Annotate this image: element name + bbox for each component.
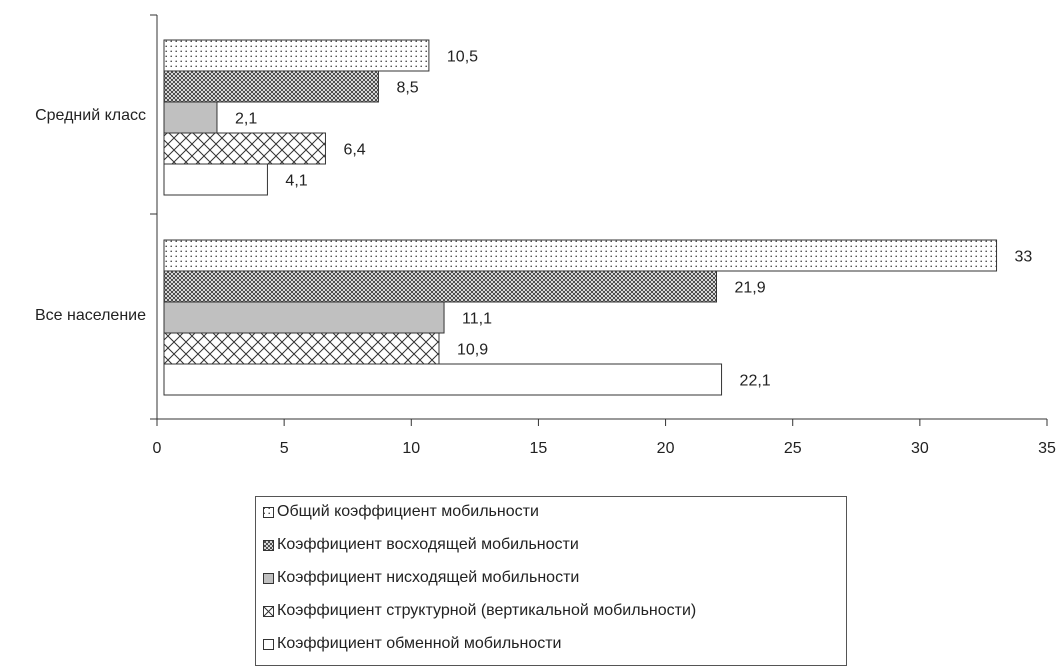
bar: [163, 39, 430, 72]
bar-value-label: 22,1: [740, 373, 771, 390]
bar-value-label: 10,5: [447, 49, 478, 66]
bar: [163, 270, 718, 303]
x-tick-label: 5: [280, 440, 289, 457]
category-label-middle-class: Средний класс: [35, 106, 146, 124]
bar: [163, 163, 268, 196]
bar-chart: 10,5 8,5 2,1 6,4 4,1 33 21,9 11,1 10,9 22,1 0 5 10 1…: [150, 14, 1056, 457]
x-tick-label: 30: [911, 440, 929, 457]
bar-value-label: 6,4: [343, 142, 365, 159]
x-tick-label: 10: [402, 440, 420, 457]
category-label-all-population: Все население: [34, 306, 146, 324]
legend-label: Коэффициент обменной мобильности: [277, 635, 562, 652]
legend-item-exchange: Коэффициент обменной мобильности: [263, 634, 562, 654]
x-tick-label: 0: [153, 440, 162, 457]
legend-swatch-white: [263, 638, 274, 650]
bar: [163, 363, 723, 396]
bar: [163, 70, 379, 103]
legend-swatch-dots: [263, 506, 274, 518]
legend-swatch-dense-crosshatch: [263, 539, 274, 551]
x-tick-label: 20: [657, 440, 675, 457]
legend-item-upward: Коэффициент восходящей мобильности: [263, 535, 579, 555]
x-tick-label: 15: [530, 440, 548, 457]
bar: [163, 132, 326, 165]
legend-label: Коэффициент восходящей мобильности: [277, 536, 579, 553]
bar-value-label: 4,1: [285, 173, 307, 190]
legend-swatch-solid-gray: [263, 572, 274, 584]
legend-item-structural: Коэффициент структурной (вертикальной мо…: [263, 601, 696, 621]
legend-item-total: Общий коэффициент мобильности: [263, 502, 539, 522]
bar-value-label: 8,5: [396, 80, 418, 97]
legend-swatch-diamond-crosshatch: [263, 605, 274, 617]
x-tick-label: 25: [784, 440, 802, 457]
bar-value-label: 21,9: [735, 280, 766, 297]
bar: [163, 332, 440, 365]
legend-label: Коэффициент структурной (вертикальной мо…: [277, 602, 697, 619]
bar: [163, 239, 998, 272]
legend-label: Коэффициент нисходящей мобильности: [277, 569, 580, 586]
bar-value-label: 2,1: [235, 111, 257, 128]
bar-value-label: 33: [1015, 249, 1033, 266]
bar-value-label: 11,1: [462, 311, 492, 328]
bar: [163, 301, 445, 334]
bar-value-label: 10,9: [457, 342, 488, 359]
legend: Общий коэффициент мобильности Коэффициен…: [255, 496, 847, 666]
legend-label: Общий коэффициент мобильности: [277, 503, 539, 520]
x-tick-label: 35: [1038, 440, 1056, 457]
legend-item-downward: Коэффициент нисходящей мобильности: [263, 568, 579, 588]
bar: [163, 101, 218, 134]
